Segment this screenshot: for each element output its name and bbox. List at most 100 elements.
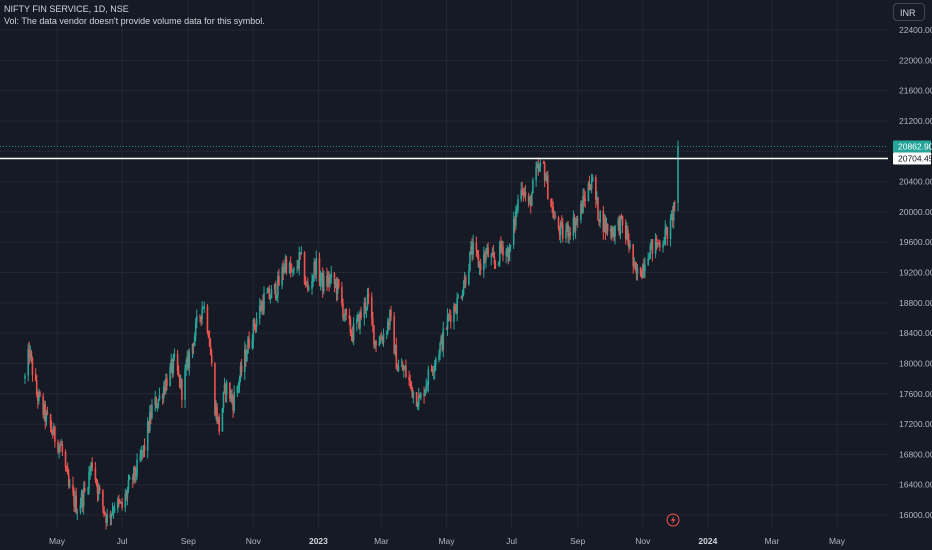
candle-body [605,223,608,233]
candle [404,365,406,370]
candle [24,372,26,384]
candle-body [282,266,285,273]
candle-body [336,279,339,294]
candle-body [76,512,79,514]
candle [329,274,331,288]
candle [417,387,420,411]
candle-body [335,282,338,294]
candle-body [477,254,480,268]
candle [58,443,60,459]
candle-body [57,441,59,452]
candle [113,502,116,514]
candle [305,280,308,288]
candle [73,487,75,513]
candle-body [341,287,343,304]
candle [670,210,673,221]
candle [117,496,119,513]
symbol-legend[interactable]: NIFTY FIN SERVICE, 1D, NSE [4,4,129,14]
candle-body [432,371,435,373]
candle [139,448,142,463]
candle [439,341,441,361]
candle [635,262,638,281]
candle-body [382,334,385,343]
candle [619,215,622,240]
candle [590,173,593,194]
candle-body [149,411,151,432]
candle [487,242,489,258]
time-tick-label: May [49,536,66,546]
price-axis[interactable]: 22400.0022000.0021600.0021200.0020800.00… [899,25,932,520]
candle-body [139,456,142,460]
candle-body [342,303,344,318]
candle-body [29,351,32,359]
candle-body [476,250,479,255]
candle [298,246,301,276]
candle [199,314,201,323]
candle-body [635,269,638,275]
currency-button[interactable]: INR [893,3,925,21]
candle-body [492,252,495,258]
event-flash-icon[interactable] [666,513,680,527]
candle-body [296,267,298,269]
candle [360,306,362,321]
last-price-tag: 20862.90 [893,140,932,153]
candle-body [614,225,616,237]
candle-body [247,338,249,354]
candle [206,304,209,335]
candle-body [598,220,600,223]
candle [207,330,210,339]
candle [469,251,471,272]
candle [598,219,600,226]
candle [550,198,552,208]
candle-body [283,268,286,273]
candle [472,234,474,260]
candle-body [666,227,669,240]
candle [373,325,375,349]
candle-body [671,213,674,221]
candle [580,200,582,224]
candle-body [66,467,69,475]
candle-body [545,175,548,181]
candle [208,330,211,348]
candle-body [628,240,630,248]
candle-body [31,358,34,376]
candle-body [479,263,482,271]
candle-body [109,514,112,518]
candle [363,297,366,326]
candle [299,251,302,260]
candle-body [230,394,232,399]
candle [599,209,601,228]
candle [156,402,159,412]
candle-body [509,244,512,248]
candle-body [349,318,352,333]
candle [75,487,78,514]
candle [232,394,234,418]
candle-body [143,445,146,451]
candle [215,400,217,421]
price-tick-label: 19200.00 [899,268,932,278]
candle-body [507,248,510,262]
time-tick-label: Nov [635,536,651,546]
candle [502,241,504,262]
candle [262,294,264,316]
candle-body [118,498,120,502]
candle-body [426,384,429,386]
candle-body [446,316,449,329]
time-axis[interactable]: May Jul Sep Nov 2023 Mar May Jul Sep Nov 2024 Mar Ma… [49,536,846,546]
candle-body [127,479,130,490]
candle [512,211,515,249]
candle [621,215,624,234]
candle [161,392,164,405]
candle-body [334,282,337,284]
candle-body [539,162,542,167]
candle-body [321,272,324,292]
candle [475,236,478,257]
candle-body [553,217,556,219]
candle [611,225,613,241]
candle [303,251,306,286]
candle [449,310,452,329]
candle-body [51,432,54,436]
candle-body [231,394,233,400]
